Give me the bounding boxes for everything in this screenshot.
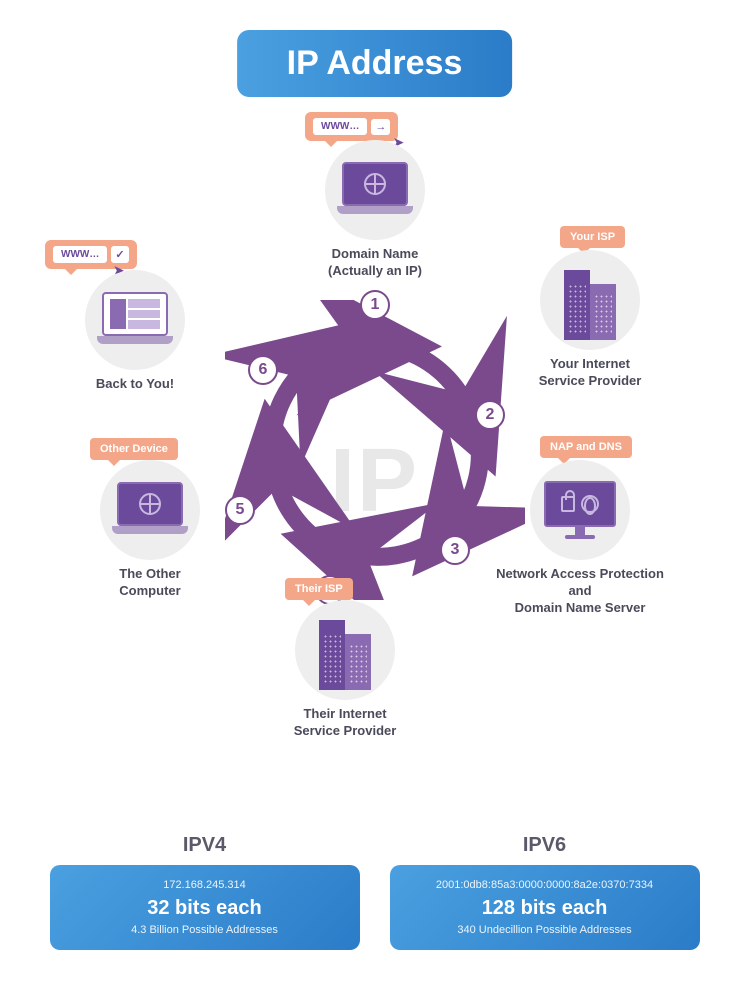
- laptop-icon: [112, 482, 188, 538]
- step-number-6: 6: [248, 355, 278, 385]
- lock-icon: [561, 496, 575, 512]
- ipv6-address: 2001:0db8:85a3:0000:0000:8a2e:0370:7334: [402, 879, 688, 891]
- node-your-isp: Your ISP Your InternetService Provider: [500, 250, 680, 390]
- node6-label-l1: Back to You!: [96, 376, 174, 391]
- url-field-text: WWW…: [53, 246, 107, 263]
- node1-label-l2: (Actually an IP): [328, 263, 422, 278]
- node1-label-l1: Domain Name: [332, 246, 419, 261]
- node3-label-l1: Network Access Protection: [496, 566, 664, 581]
- node5-label-l1: The Other: [119, 566, 180, 581]
- ipv-comparison: IPV4 172.168.245.314 32 bits each 4.3 Bi…: [0, 834, 749, 950]
- laptop-icon: [337, 162, 413, 218]
- node-back-to-you: WWW… ✓ ➤ Back to You!: [45, 270, 225, 393]
- node-domain-name: WWW… → ➤ Domain Name(Actually an IP): [285, 140, 465, 280]
- monitor-icon: [544, 481, 616, 539]
- ipv4-bits: 32 bits each: [62, 897, 348, 920]
- badge-their-isp: Their ISP: [285, 578, 353, 600]
- node2-label-l2: Service Provider: [539, 373, 642, 388]
- building-icon: [560, 260, 620, 340]
- node4-label-l2: Service Provider: [294, 723, 397, 738]
- cycle-diagram: IP 1 2 3 4 5 6 WWW… → ➤: [0, 130, 749, 770]
- node-other-computer: Other Device The OtherComputer: [60, 460, 240, 600]
- check-icon: ✓: [111, 246, 128, 263]
- ipv6-block: IPV6 2001:0db8:85a3:0000:0000:8a2e:0370:…: [390, 834, 700, 950]
- badge-other-device: Other Device: [90, 438, 178, 460]
- node3-label-l2: and: [568, 583, 591, 598]
- ipv4-address: 172.168.245.314: [62, 879, 348, 891]
- step-number-3: 3: [440, 535, 470, 565]
- ipv4-card: 172.168.245.314 32 bits each 4.3 Billion…: [50, 865, 360, 950]
- url-field-text: WWW…: [313, 118, 367, 135]
- globe-icon: [581, 495, 599, 513]
- go-arrow-icon: →: [371, 119, 390, 135]
- ipv4-title: IPV4: [50, 834, 360, 857]
- ipv6-card: 2001:0db8:85a3:0000:0000:8a2e:0370:7334 …: [390, 865, 700, 950]
- node3-label-l3: Domain Name Server: [515, 600, 646, 615]
- node4-label-l1: Their Internet: [303, 706, 386, 721]
- ipv6-bits: 128 bits each: [402, 897, 688, 920]
- ipv4-possible: 4.3 Billion Possible Addresses: [62, 924, 348, 936]
- node-nap-dns: NAP and DNS Network Access Protectionand…: [490, 460, 670, 617]
- node-their-isp: Their ISP Their InternetService Provider: [255, 600, 435, 740]
- ipv6-title: IPV6: [390, 834, 700, 857]
- cycle-arrows: [225, 300, 525, 600]
- node5-label-l2: Computer: [119, 583, 180, 598]
- laptop-icon: [97, 292, 173, 348]
- ipv4-block: IPV4 172.168.245.314 32 bits each 4.3 Bi…: [50, 834, 360, 950]
- badge-nap-dns: NAP and DNS: [540, 436, 632, 458]
- badge-your-isp: Your ISP: [560, 226, 625, 248]
- building-icon: [315, 610, 375, 690]
- step-number-1: 1: [360, 290, 390, 320]
- ipv6-possible: 340 Undecillion Possible Addresses: [402, 924, 688, 936]
- step-number-2: 2: [475, 400, 505, 430]
- title-banner: IP Address: [237, 30, 513, 97]
- node2-label-l1: Your Internet: [550, 356, 630, 371]
